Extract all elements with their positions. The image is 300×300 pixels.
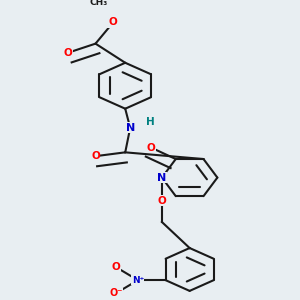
Text: O: O	[147, 142, 155, 153]
Text: H: H	[146, 117, 154, 127]
Text: N: N	[157, 172, 167, 183]
Text: CH₃: CH₃	[89, 0, 108, 7]
Text: O: O	[158, 196, 166, 206]
Text: N⁺: N⁺	[132, 276, 144, 285]
Text: O: O	[112, 262, 120, 272]
Text: O⁻: O⁻	[110, 288, 123, 298]
Text: N: N	[126, 123, 135, 133]
Text: O: O	[109, 17, 118, 27]
Text: O: O	[63, 48, 72, 58]
Text: O: O	[91, 151, 100, 161]
